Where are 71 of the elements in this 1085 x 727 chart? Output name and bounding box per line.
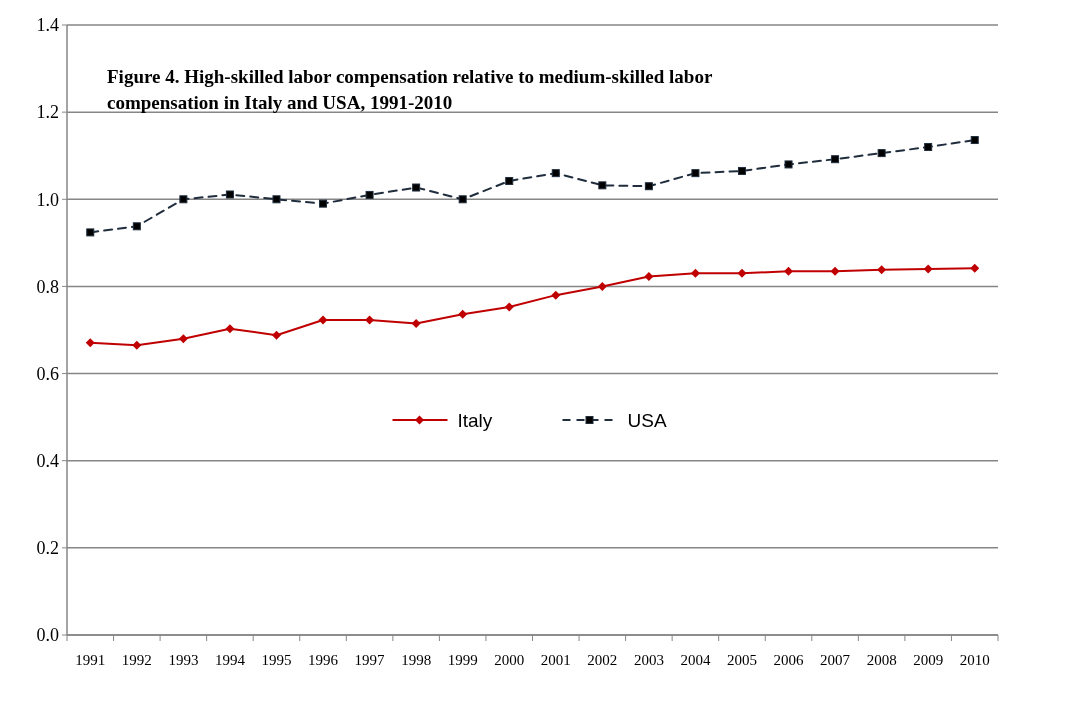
x-tick-label: 2005 bbox=[726, 652, 757, 668]
point bbox=[830, 266, 840, 276]
point bbox=[784, 160, 793, 169]
point bbox=[318, 315, 328, 325]
x-tick-label: 2002 bbox=[587, 652, 618, 668]
y-tick-label: 0.8 bbox=[36, 276, 59, 297]
point bbox=[691, 169, 700, 178]
point bbox=[412, 183, 421, 192]
x-tick-label: 1995 bbox=[261, 652, 292, 668]
point bbox=[411, 318, 421, 328]
x-tick-label: 2003 bbox=[633, 652, 664, 668]
point bbox=[551, 169, 560, 178]
x-tick-label: 2006 bbox=[773, 652, 805, 668]
y-tick-label: 0.6 bbox=[36, 363, 59, 384]
x-tick-label: 2000 bbox=[494, 652, 525, 668]
point bbox=[271, 330, 281, 340]
x-tick-label: 2009 bbox=[913, 652, 944, 668]
x-tick-label: 2010 bbox=[959, 652, 990, 668]
point bbox=[458, 195, 467, 204]
point bbox=[644, 182, 653, 191]
point bbox=[877, 149, 886, 158]
x-tick-label: 2004 bbox=[680, 652, 711, 668]
x-tick-label: 1997 bbox=[354, 652, 386, 668]
legend-label: Italy bbox=[457, 409, 493, 431]
point bbox=[644, 271, 654, 281]
y-tick-label: 0.2 bbox=[36, 538, 59, 559]
point bbox=[272, 195, 281, 204]
point bbox=[225, 324, 235, 334]
x-tick-label: 1996 bbox=[308, 652, 339, 668]
x-tick-label: 1998 bbox=[401, 652, 432, 668]
point bbox=[970, 136, 979, 145]
y-tick-label: 0.0 bbox=[36, 625, 59, 646]
x-tick-label: 1992 bbox=[121, 652, 152, 668]
x-tick-label: 2008 bbox=[866, 652, 897, 668]
y-tick-label: 0.4 bbox=[36, 451, 59, 472]
point bbox=[132, 222, 141, 231]
x-tick-label: 2007 bbox=[820, 652, 851, 668]
point bbox=[924, 143, 933, 151]
point bbox=[598, 181, 607, 190]
point bbox=[831, 155, 840, 164]
point bbox=[132, 340, 142, 350]
point bbox=[690, 268, 700, 278]
point bbox=[319, 199, 328, 208]
x-tick-label: 1994 bbox=[214, 652, 246, 668]
point bbox=[597, 281, 607, 291]
y-tick-label: 1.0 bbox=[36, 189, 59, 210]
point bbox=[85, 338, 95, 348]
y-tick-label: 1.4 bbox=[36, 15, 59, 36]
point bbox=[505, 176, 514, 185]
point bbox=[737, 166, 746, 175]
point bbox=[504, 302, 514, 312]
x-tick-label: 2001 bbox=[540, 652, 571, 668]
point bbox=[737, 268, 747, 278]
point bbox=[784, 266, 794, 276]
legend-label: USA bbox=[627, 409, 667, 431]
point bbox=[923, 264, 933, 274]
x-tick-label: 1993 bbox=[168, 652, 199, 668]
text: Figure 4. High-skilled labor compensation relative to medium-skilled labor compensation in Italy and USA, 1991-2010 bbox=[107, 66, 713, 113]
point bbox=[86, 228, 95, 237]
y-tick-label: 1.2 bbox=[36, 102, 59, 123]
point bbox=[458, 309, 468, 319]
point bbox=[365, 315, 375, 325]
point bbox=[365, 190, 374, 199]
point bbox=[970, 263, 980, 273]
point bbox=[877, 265, 887, 275]
point bbox=[179, 195, 188, 204]
point bbox=[178, 334, 188, 344]
point bbox=[551, 290, 561, 300]
x-tick-label: 1991 bbox=[75, 652, 106, 668]
point bbox=[225, 190, 234, 199]
x-tick-label: 1999 bbox=[447, 652, 478, 668]
